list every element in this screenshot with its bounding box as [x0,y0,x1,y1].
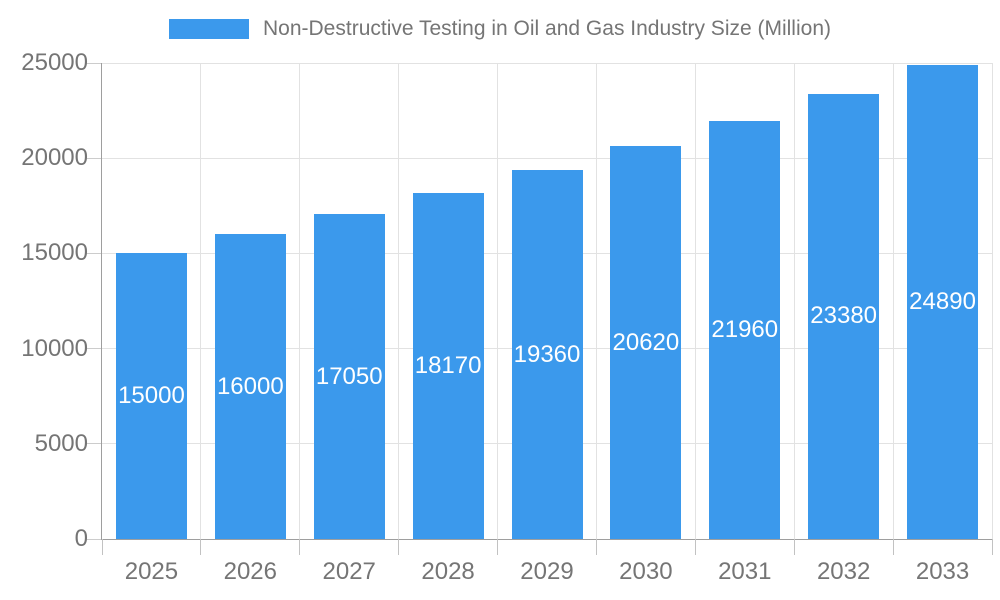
chart-legend[interactable]: Non-Destructive Testing in Oil and Gas I… [0,16,1000,42]
x-axis-tick-label: 2032 [816,558,871,585]
x-axis-tick [497,539,499,555]
x-axis-tick-label: 2029 [520,558,574,585]
x-axis-tick [892,539,894,555]
x-axis-tick [595,539,597,555]
plot-area: 15000 16000 17050 18170 19360 20620 21960 23380… [87,62,993,555]
h-gridline [102,157,992,159]
x-axis-tick [101,539,103,555]
x-axis-tick [991,539,993,555]
x-axis-tick [694,539,696,555]
v-gridline [497,63,499,539]
y-axis-tick-label: 20000 [21,144,88,172]
y-axis-tick-label: 25000 [21,49,88,76]
x-axis-tick-label: 2027 [322,558,376,585]
y-axis-tick-label: 10000 [21,334,88,362]
bar[interactable] [313,214,385,539]
bar[interactable] [412,193,484,539]
h-gridline [102,62,992,64]
x-axis-tick-label: 2028 [421,558,475,585]
v-gridline [892,63,894,539]
y-axis-tick [87,252,101,254]
y-axis-tick [87,157,101,159]
bar[interactable] [709,120,781,539]
y-axis-tick [87,348,101,350]
y-axis-tick [87,62,101,64]
x-axis-tick-label: 2026 [223,558,277,585]
v-gridline [793,63,795,539]
x-axis-tick [398,539,400,555]
x-axis-tick-label: 2025 [124,558,179,585]
x-axis-tick [299,539,301,555]
v-gridline [200,63,202,539]
bar[interactable] [907,65,979,539]
bar[interactable] [808,93,880,539]
bar[interactable] [610,146,682,539]
x-axis-tick-label: 2030 [619,558,673,585]
y-axis-tick-label: 15000 [21,239,88,267]
x-axis-tick [793,539,795,555]
y-axis-line [101,63,102,540]
v-gridline [398,63,400,539]
y-axis-tick [87,538,101,540]
legend-swatch [169,19,249,39]
y-axis-tick [87,443,101,445]
bar[interactable] [115,253,187,539]
v-gridline [595,63,597,539]
y-axis-tick-label: 0 [74,525,88,552]
v-gridline [991,63,993,539]
x-axis-tick [200,539,202,555]
bar[interactable] [511,170,583,539]
legend-label: Non-Destructive Testing in Oil and Gas I… [263,17,831,40]
v-gridline [299,63,301,539]
x-axis-line [101,539,992,540]
x-axis-tick-label: 2031 [718,558,772,585]
v-gridline [694,63,696,539]
bar[interactable] [214,234,286,539]
y-axis-tick-label: 5000 [34,429,88,457]
x-axis-tick-label: 2033 [915,558,970,585]
